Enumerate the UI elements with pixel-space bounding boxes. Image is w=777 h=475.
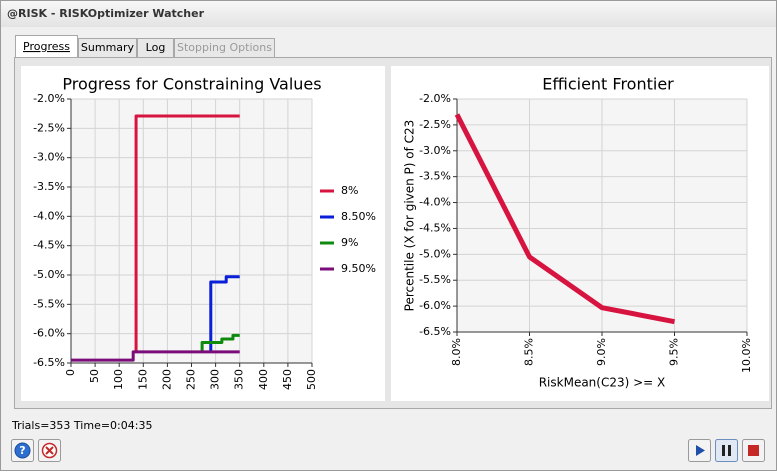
chart-title: Progress for Constraining Values [62,75,321,94]
tab[interactable]: Progress [15,35,78,58]
y-tick-label: -4.5% [419,221,451,234]
help-button[interactable]: ? [11,439,34,462]
y-tick-label: -5.5% [419,273,451,286]
x-tick-label: 300 [209,369,222,390]
chart-title: Efficient Frontier [542,75,674,94]
y-tick-label: -2.0% [33,92,65,105]
legend-label: 9% [341,236,358,249]
run-button[interactable] [688,439,711,462]
y-tick-label: -2.5% [419,118,451,131]
y-tick-label: -3.0% [419,144,451,157]
tab-shape [78,38,137,58]
tab-label: Log [146,41,166,54]
y-axis-label: Percentile (X for given P) of C23 [403,120,417,312]
legend-label: 9.50% [341,262,376,275]
y-tick-label: -3.5% [419,170,451,183]
tab: Stopping Options [174,38,275,58]
pause-button[interactable] [715,439,738,462]
y-tick-label: -4.0% [33,209,65,222]
legend-label: 8.50% [341,210,376,223]
y-tick-label: -2.0% [419,92,451,105]
y-tick-label: -6.5% [33,356,65,369]
y-tick-label: -5.5% [33,297,65,310]
x-tick-label: 8.5% [523,338,536,366]
series-line [134,114,240,352]
window-title: @RISK - RISKOptimizer Watcher [7,7,205,20]
x-tick-label: 150 [136,369,149,390]
series-line [200,333,240,352]
cancel-button[interactable] [38,439,61,462]
tab-shape [137,38,174,58]
y-tick-label: -6.0% [419,299,451,312]
tab-label: Progress [23,40,70,53]
y-tick-label: -4.5% [33,239,65,252]
chart: Progress for Constraining Values-2.0% -2.… [33,75,376,391]
tab-label: Stopping Options [177,41,272,54]
series-line [71,350,240,362]
x-tick-label: 250 [185,369,198,390]
x-tick-label: 350 [233,369,246,390]
chart: Efficient Frontier -2.0% -2.5% -3.0% -3.5% -4… [403,75,754,390]
tab[interactable]: Summary [78,38,137,58]
y-tick-label: -4.0% [419,196,451,209]
x-tick-label: 50 [88,369,101,383]
y-tick-label: -6.0% [33,327,65,340]
status-text: Trials=353 Time=0:04:35 [11,419,152,432]
x-tick-label: 400 [257,369,270,390]
y-tick-label: -5.0% [419,247,451,260]
series-line [209,275,240,352]
title-bar [1,1,776,27]
y-tick-label: -3.5% [33,180,65,193]
series-line [454,113,675,325]
y-tick-label: -3.0% [33,151,65,164]
legend-label: 8% [341,184,358,197]
x-tick-label: 9.5% [668,338,681,366]
tab-shape [15,35,78,58]
x-tick-label: 500 [305,369,318,390]
y-tick-label: -6.5% [419,325,451,338]
tab[interactable]: Log [137,38,174,58]
tab-strip: Progress Summary Log Stopping Options [15,35,275,58]
tab-shape [174,38,275,58]
x-tick-label: 450 [281,369,294,390]
x-tick-label: 8.0% [450,338,463,366]
y-tick-label: -5.0% [33,268,65,281]
x-tick-label: 200 [160,369,173,390]
x-tick-label: 10.0% [740,338,753,373]
svg-text:?: ? [19,444,25,457]
x-tick-label: 0 [64,369,77,376]
stop-button[interactable] [742,439,765,462]
x-axis-label: RiskMean(C23) >= X [539,376,666,390]
tab-label: Summary [81,41,135,54]
x-tick-label: 9.0% [595,338,608,366]
x-tick-label: 100 [112,369,125,390]
y-tick-label: -2.5% [33,121,65,134]
